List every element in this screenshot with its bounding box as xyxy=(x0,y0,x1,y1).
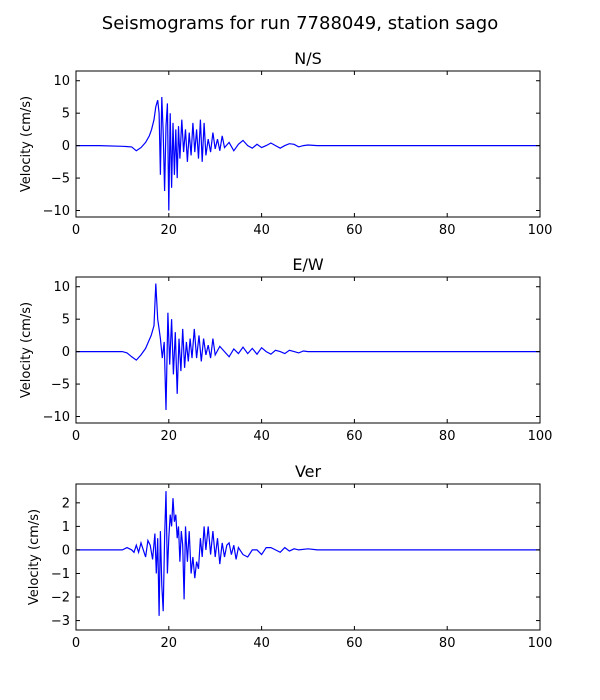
x-tick-label: 20 xyxy=(161,429,178,444)
axes-frame xyxy=(75,70,541,218)
panel-title: Ver xyxy=(295,462,322,481)
seismogram-panel-1: E/W 0 20 40 60 80 100 −10 −5 0 5 10 Velocity (cm/s) xyxy=(19,255,552,444)
y-tick-label: −5 xyxy=(51,172,70,187)
x-tick-label: 0 xyxy=(72,636,80,651)
y-tick-label: −3 xyxy=(51,614,70,629)
velocity-trace xyxy=(76,491,540,616)
x-tick-label: 80 xyxy=(439,223,456,238)
x-tick-label: 60 xyxy=(346,223,363,238)
x-tick-label: 80 xyxy=(439,636,456,651)
y-tick-label: 0 xyxy=(62,345,70,360)
x-tick-label: 0 xyxy=(72,429,80,444)
x-tick-label: 100 xyxy=(528,636,553,651)
y-tick-label: −10 xyxy=(43,204,70,219)
y-tick-label: 10 xyxy=(53,74,70,89)
y-tick-label: 1 xyxy=(62,520,70,535)
x-tick-label: 100 xyxy=(528,429,553,444)
x-tick-label: 80 xyxy=(439,429,456,444)
y-tick-label: 0 xyxy=(62,139,70,154)
x-tick-label: 0 xyxy=(72,223,80,238)
y-tick-label: −5 xyxy=(51,378,70,393)
y-tick-label: 5 xyxy=(62,107,70,122)
y-axis-label: Velocity (cm/s) xyxy=(19,302,34,398)
x-tick-label: 60 xyxy=(346,636,363,651)
axes-frame xyxy=(75,483,541,631)
seismogram-panel-0: N/S 0 20 40 60 80 100 −10 −5 0 5 10 Velocity (cm/s) xyxy=(19,49,552,238)
y-tick-label: 5 xyxy=(62,313,70,328)
x-tick-label: 40 xyxy=(253,429,270,444)
y-tick-label: −2 xyxy=(51,591,70,606)
y-tick-label: 2 xyxy=(62,496,70,511)
velocity-trace xyxy=(76,283,540,411)
panel-title: N/S xyxy=(294,49,322,68)
y-tick-label: 10 xyxy=(53,280,70,295)
y-tick-label: 0 xyxy=(62,543,70,558)
x-tick-label: 20 xyxy=(161,636,178,651)
seismogram-panel-2: Ver 0 20 40 60 80 100 −3 −2 −1 0 1 2 Velocity (cm/s) xyxy=(27,462,552,651)
x-tick-label: 100 xyxy=(528,223,553,238)
panel-title: E/W xyxy=(292,255,324,274)
y-axis-label: Velocity (cm/s) xyxy=(27,509,42,605)
axes-frame xyxy=(75,276,541,424)
y-axis-label: Velocity (cm/s) xyxy=(19,96,34,192)
y-tick-label: −1 xyxy=(51,567,70,582)
x-tick-label: 60 xyxy=(346,429,363,444)
figure-title: Seismograms for run 7788049, station sag… xyxy=(102,13,498,34)
x-tick-label: 40 xyxy=(253,223,270,238)
velocity-trace xyxy=(76,96,540,211)
y-tick-label: −10 xyxy=(43,410,70,425)
x-tick-label: 20 xyxy=(161,223,178,238)
x-tick-label: 40 xyxy=(253,636,270,651)
